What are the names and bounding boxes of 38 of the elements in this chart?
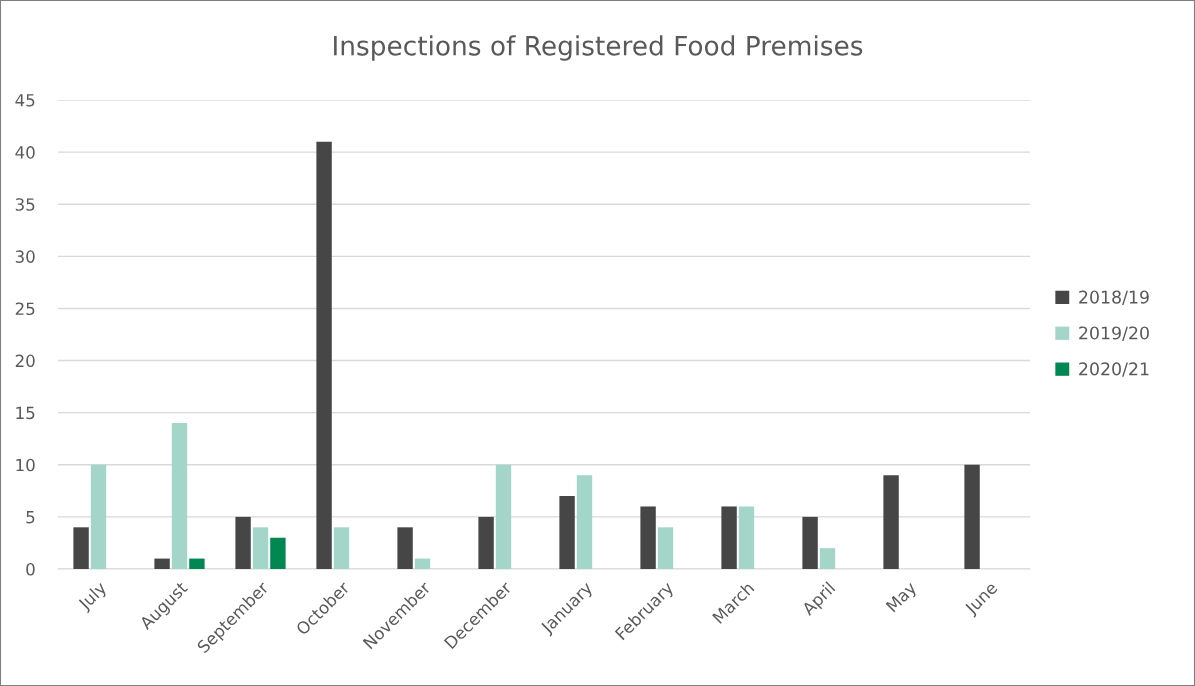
y-tick-label: 25 — [15, 302, 35, 316]
bar — [478, 516, 494, 569]
bar — [721, 506, 737, 569]
bar — [495, 464, 512, 569]
y-tick-label: 30 — [15, 250, 35, 263]
bar — [657, 527, 674, 569]
bar — [270, 537, 286, 569]
legend-label: 2019/20 — [1079, 326, 1149, 341]
chart-title: Inspections of Registered Food Premises — [334, 35, 863, 61]
legend-label: 2018/19 — [1079, 290, 1149, 305]
bar — [414, 558, 431, 569]
bar — [964, 464, 980, 569]
bar — [90, 464, 107, 569]
bar — [397, 527, 413, 569]
bar — [235, 516, 251, 569]
y-tick-label: 20 — [15, 354, 35, 368]
bar — [576, 475, 593, 569]
bar — [738, 506, 755, 569]
bar — [171, 423, 188, 569]
bar — [73, 527, 89, 569]
bar — [802, 516, 818, 569]
y-tick-label: 10 — [16, 458, 35, 472]
bar — [154, 558, 170, 569]
legend-label: 2020/21 — [1079, 362, 1149, 377]
bar — [333, 527, 350, 569]
bar — [640, 506, 656, 569]
y-tick-label: 15 — [16, 406, 35, 420]
bar — [189, 558, 205, 569]
bar — [819, 548, 836, 569]
y-tick-label: 5 — [26, 511, 35, 524]
bar — [883, 475, 899, 569]
bar — [252, 527, 269, 569]
bar — [316, 141, 332, 569]
y-tick-label: 40 — [15, 146, 35, 159]
bar — [559, 496, 575, 569]
y-tick-label: 35 — [15, 198, 35, 211]
y-tick-label: 0 — [26, 562, 35, 576]
y-tick-label: 45 — [15, 94, 35, 107]
